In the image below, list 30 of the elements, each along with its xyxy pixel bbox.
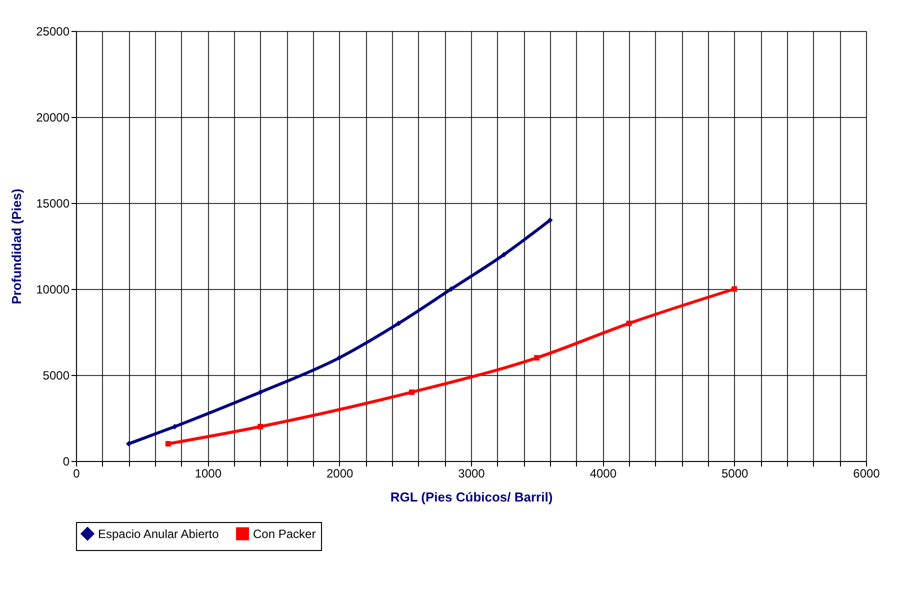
point — [396, 320, 402, 326]
x-tick-label: 0 — [73, 466, 80, 480]
point — [626, 320, 632, 326]
y-tick-label: 20000 — [36, 110, 70, 124]
point — [336, 355, 342, 361]
point — [732, 286, 738, 292]
legend-label: Con Packer — [253, 526, 316, 541]
point — [534, 355, 540, 361]
point — [547, 217, 553, 223]
x-tick-label: 5000 — [721, 466, 749, 480]
point — [258, 389, 264, 395]
point — [165, 441, 171, 447]
point — [409, 389, 414, 395]
y-tick-label: 15000 — [36, 196, 70, 210]
point — [258, 424, 264, 430]
point — [126, 441, 132, 447]
x-tick-label: 4000 — [590, 466, 617, 480]
x-tick-label: 1000 — [194, 466, 222, 480]
y-axis-title: Profundidad (Pies) — [9, 188, 24, 304]
x-tick-label: 6000 — [853, 466, 880, 480]
legend-label: Espacio Anular Abierto — [98, 526, 220, 541]
y-tick-label: 10000 — [36, 282, 70, 296]
y-tick-label: 5000 — [42, 368, 70, 382]
x-tick-label: 3000 — [458, 466, 486, 480]
x-axis-title: RGL (Pies Cúbicos/ Barril) — [390, 490, 553, 504]
y-tick-label: 0 — [62, 454, 70, 468]
y-tick-label: 25000 — [36, 24, 70, 38]
point — [501, 252, 507, 258]
x-tick-label: 2000 — [326, 466, 354, 480]
point — [172, 424, 178, 430]
